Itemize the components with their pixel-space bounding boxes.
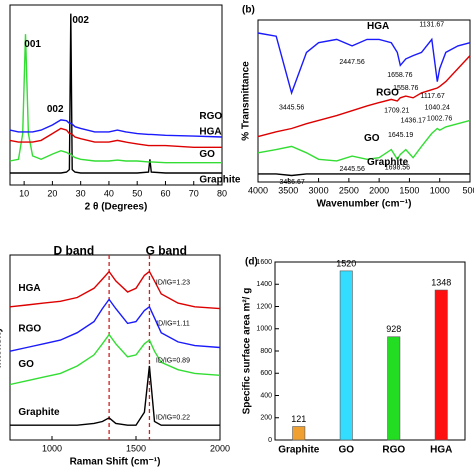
- annotation: 3436.67: [280, 179, 305, 186]
- annotation: ID/IG=0.22: [156, 415, 190, 422]
- x-tick-label: Graphite: [278, 445, 320, 456]
- y-tick-label: 0: [268, 437, 272, 444]
- x-tick-label: 2500: [339, 185, 359, 195]
- y-tick-label: 800: [260, 348, 272, 355]
- annotation: 1709.21: [384, 108, 409, 115]
- annotation: 002: [47, 104, 64, 115]
- x-tick-label: 10: [19, 188, 29, 198]
- annotation: 1645.19: [388, 132, 413, 139]
- value-label: 928: [386, 324, 401, 334]
- series-line: [9, 119, 223, 138]
- bar: [292, 426, 306, 441]
- annotation: 1436.17: [401, 117, 426, 124]
- series-line: [9, 127, 222, 148]
- x-axis-label: Raman Shift (cm⁻¹): [70, 457, 161, 468]
- y-axis-label: % Transmittance: [241, 61, 252, 141]
- y-tick-label: 600: [260, 370, 272, 377]
- series-line: [257, 55, 471, 138]
- x-tick-label: 50: [132, 188, 142, 198]
- series-label: HGA: [199, 126, 221, 137]
- annotation: 1002.76: [427, 116, 452, 123]
- series-line: [9, 34, 222, 164]
- y-tick-label: 1600: [256, 259, 272, 266]
- series-line: [10, 13, 222, 174]
- series-line: [257, 32, 471, 96]
- bar: [434, 289, 448, 441]
- series-label: Graphite: [367, 157, 409, 168]
- annotation: 3445.56: [279, 104, 304, 111]
- x-tick-label: 1000: [430, 185, 450, 195]
- x-tick-label: 40: [104, 188, 114, 198]
- x-tick-label: 2000: [210, 443, 230, 453]
- annotation: 1698.56: [385, 164, 410, 171]
- x-tick-label: 4000: [248, 185, 268, 195]
- value-label: 1348: [431, 277, 451, 287]
- x-axis-label: 2 θ (Degrees): [85, 202, 148, 213]
- x-tick-label: 1500: [399, 185, 419, 195]
- x-tick-label: 60: [160, 188, 170, 198]
- x-tick-label: 30: [76, 188, 86, 198]
- y-tick-label: 400: [260, 392, 272, 399]
- annotation: 1117.67: [420, 93, 444, 100]
- x-tick-label: HGA: [430, 445, 452, 456]
- x-tick-label: 20: [47, 188, 57, 198]
- annotation: 002: [72, 15, 89, 26]
- series-line: [258, 173, 470, 177]
- y-tick-label: 200: [260, 415, 272, 422]
- y-axis-label: Specific surface area m²/ g: [242, 288, 253, 415]
- series-label: HGA: [367, 21, 389, 32]
- annotation: G band: [146, 243, 187, 257]
- annotation: ID/IG=1.23: [156, 280, 190, 287]
- x-axis-label: Wavenumber (cm⁻¹): [317, 199, 412, 210]
- x-tick-label: 80: [217, 188, 227, 198]
- series-label: HGA: [18, 283, 40, 294]
- series-line: [9, 298, 221, 352]
- x-tick-label: GO: [338, 445, 354, 456]
- annotation: D band: [54, 243, 95, 257]
- series-label: Graphite: [199, 174, 241, 185]
- x-tick-label: 500: [462, 185, 474, 195]
- annotation: 1040.24: [425, 104, 450, 111]
- annotation: 1558.76: [393, 85, 418, 92]
- series-label: Graphite: [18, 407, 60, 418]
- series-line: [9, 333, 221, 386]
- plot-frame: [9, 4, 223, 186]
- x-tick-label: 1500: [126, 443, 146, 453]
- value-label: 121: [291, 414, 306, 424]
- annotation: 1658.76: [387, 72, 412, 79]
- y-axis-label: Intensity: [0, 327, 4, 369]
- bar: [387, 336, 401, 441]
- x-tick-label: 70: [189, 188, 199, 198]
- x-tick-label: RGO: [382, 445, 405, 456]
- annotation: 001: [24, 39, 41, 50]
- annotation: ID/IG=1.11: [156, 320, 190, 327]
- panel-label: (b): [242, 5, 255, 16]
- series-label: RGO: [199, 111, 222, 122]
- series-line: [10, 365, 220, 426]
- series-label: RGO: [376, 88, 399, 99]
- series-label: RGO: [18, 324, 41, 335]
- annotation: 2447.56: [339, 59, 364, 66]
- plot-frame: [257, 19, 471, 183]
- y-tick-label: 1200: [256, 303, 272, 310]
- panel-label: (d): [245, 257, 258, 268]
- y-tick-label: 1000: [256, 326, 272, 333]
- annotation: ID/IG=0.89: [156, 357, 190, 364]
- x-tick-label: 3000: [309, 185, 329, 195]
- annotation: 1131.67: [419, 22, 444, 29]
- value-label: 1520: [336, 258, 356, 268]
- bar: [339, 270, 353, 441]
- y-tick-label: 1400: [256, 281, 272, 288]
- series-label: GO: [364, 133, 380, 144]
- series-label: GO: [18, 359, 34, 370]
- series-line: [9, 270, 221, 310]
- annotation: 2445.56: [340, 166, 365, 173]
- x-tick-label: 3500: [278, 185, 298, 195]
- series-line: [257, 119, 471, 162]
- x-tick-label: 1000: [42, 443, 62, 453]
- x-tick-label: 2000: [369, 185, 389, 195]
- series-label: GO: [199, 149, 215, 160]
